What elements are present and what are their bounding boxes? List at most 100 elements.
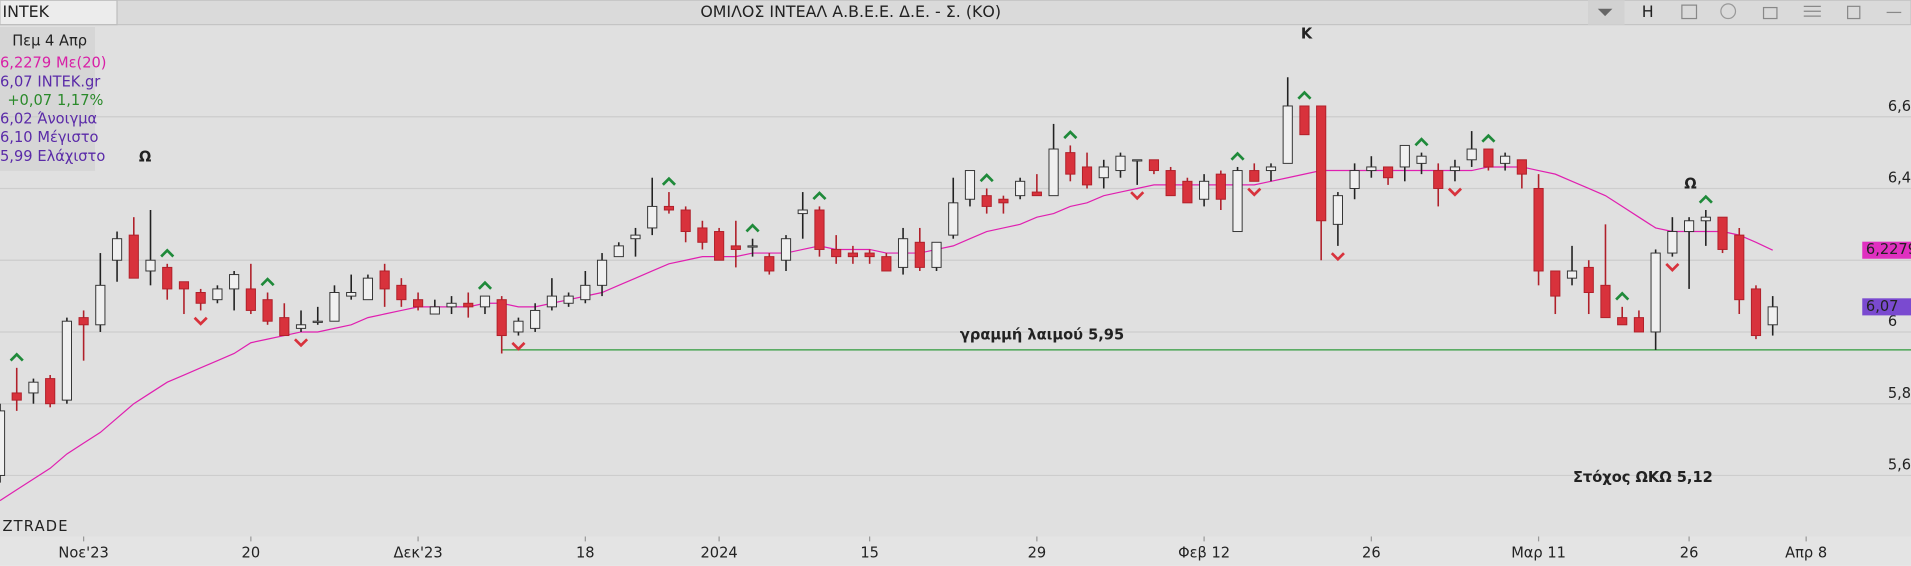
- candle-body: [563, 295, 574, 304]
- candle-body: [964, 170, 976, 200]
- candle-body: [479, 295, 491, 308]
- candle-body: [329, 292, 340, 322]
- x-tick-label: 18: [576, 545, 595, 562]
- candle-body: [764, 256, 775, 272]
- candle-body: [1533, 187, 1544, 272]
- x-tick-label: Δεκ'23: [394, 545, 443, 562]
- candle-body: [178, 281, 190, 290]
- y-tick-label: 6: [1888, 313, 1897, 330]
- candle-body: [1734, 234, 1745, 301]
- candle-body: [195, 292, 206, 304]
- info-line: 6,10 Μέγιστο: [0, 129, 99, 146]
- up-marker: [1297, 90, 1312, 100]
- down-marker: [511, 341, 526, 351]
- candle-body: [1667, 231, 1678, 254]
- up-marker: [1063, 130, 1078, 140]
- candle-body: [864, 252, 875, 258]
- candle-body: [881, 256, 892, 272]
- candle-body: [1767, 306, 1778, 326]
- candle-body: [45, 378, 56, 405]
- info-line: +0,07 1,17%: [7, 92, 103, 109]
- candle-body: [613, 245, 624, 258]
- candle-body: [948, 202, 959, 236]
- up-marker: [1615, 291, 1630, 301]
- candle-body: [546, 295, 557, 308]
- candle-body: [697, 227, 708, 243]
- icon[interactable]: [1803, 5, 1821, 17]
- info-value: 6,10: [0, 129, 33, 146]
- x-tick-label: 26: [1362, 545, 1381, 562]
- candle-body: [446, 302, 457, 308]
- candle-body: [128, 234, 139, 279]
- icon[interactable]: [1762, 6, 1778, 20]
- candle-body: [346, 292, 357, 297]
- x-tick-label: 15: [860, 545, 879, 562]
- down-marker: [193, 316, 208, 326]
- y-tick-label: 6,6: [1888, 98, 1911, 115]
- x-tick-label: 26: [1680, 545, 1699, 562]
- candle-body: [714, 231, 725, 261]
- info-name: INTEK.gr: [37, 73, 100, 90]
- price-tag: [1862, 241, 1911, 259]
- x-tick-label: 20: [242, 545, 261, 562]
- annotation: Ω: [139, 148, 152, 165]
- candle-body: [580, 284, 591, 301]
- candle-body: [513, 320, 524, 333]
- candle-body: [1483, 148, 1494, 168]
- up-marker: [979, 173, 994, 183]
- h-button[interactable]: H: [1642, 2, 1654, 21]
- candle-body: [663, 205, 675, 211]
- up-marker: [1414, 137, 1429, 147]
- candle-body: [245, 288, 256, 311]
- candle-body: [463, 302, 474, 308]
- annotation: Στόχος ΩΚΩ 5,12: [1573, 469, 1713, 486]
- y-tick-label: 6,4: [1888, 170, 1911, 187]
- candle-body: [1700, 216, 1711, 222]
- candle-body: [145, 259, 156, 272]
- candle-body: [1132, 159, 1143, 162]
- candle-body: [1433, 170, 1444, 189]
- info-box: [0, 27, 96, 171]
- icon[interactable]: [1847, 5, 1861, 20]
- watermark: ZTRADE: [2, 518, 68, 535]
- price-tag-label: 6,2279: [1866, 241, 1911, 258]
- candle-body: [396, 284, 407, 301]
- candle-body: [1098, 166, 1109, 179]
- candle-body: [630, 234, 641, 240]
- candle-body: [1633, 317, 1645, 333]
- up-marker: [160, 248, 175, 258]
- candle-body: [362, 277, 374, 301]
- candle-body: [1182, 180, 1193, 204]
- x-tick-label: Νοε'23: [58, 545, 108, 562]
- y-tick-label: 5,8: [1888, 385, 1911, 402]
- candle-body: [28, 381, 39, 394]
- info-line: 6,07 INTEK.gr: [0, 73, 100, 90]
- candle-body: [1550, 270, 1561, 297]
- neckline-label: γραμμή λαιμού 5,95: [960, 326, 1124, 343]
- candle-body: [1081, 166, 1093, 186]
- candle-body: [1583, 266, 1594, 293]
- candle-body: [1750, 288, 1762, 337]
- up-marker: [1230, 151, 1245, 161]
- candle-body: [1199, 180, 1210, 200]
- info-date: Πεμ 4 Απρ: [12, 33, 87, 50]
- price-tag-label: 6,07: [1866, 298, 1899, 315]
- candle-body: [295, 324, 307, 329]
- icon[interactable]: [1720, 3, 1737, 20]
- info-name: Με(20): [56, 55, 107, 72]
- candle-body: [1449, 166, 1461, 172]
- icon[interactable]: [1681, 4, 1698, 20]
- candle-body: [1684, 220, 1695, 233]
- up-marker: [1698, 194, 1713, 204]
- up-marker: [812, 191, 827, 201]
- candle-body: [279, 317, 290, 337]
- candle-body: [1650, 252, 1661, 333]
- candle-body: [111, 238, 123, 261]
- price-tag: [1862, 298, 1911, 316]
- symbol-box[interactable]: [0, 0, 118, 26]
- candle-body: [897, 238, 909, 268]
- candle-body: [1516, 159, 1527, 175]
- x-tick-label: Φεβ 12: [1178, 545, 1230, 562]
